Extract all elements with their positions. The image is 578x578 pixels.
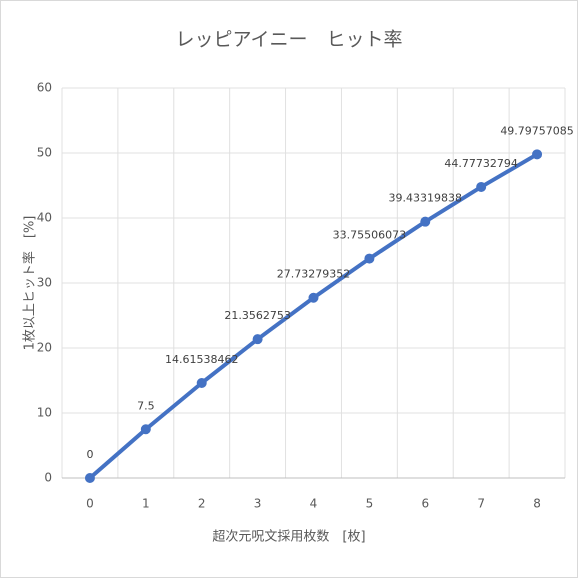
- x-tick-label: 2: [198, 497, 206, 511]
- data-point: [420, 216, 431, 227]
- data-label: 33.75506073: [333, 229, 406, 242]
- data-label: 39.43319838: [389, 192, 462, 205]
- chart-title: レッピアイニー ヒット率: [175, 29, 402, 51]
- data-label: 14.61538462: [165, 353, 238, 366]
- data-label: 44.77732794: [444, 157, 517, 170]
- y-tick-label: 30: [37, 276, 52, 290]
- y-tick-label: 60: [37, 81, 52, 95]
- data-label: 0: [86, 448, 93, 461]
- data-point: [476, 181, 487, 192]
- data-point: [308, 292, 319, 303]
- x-tick-label: 4: [310, 497, 318, 511]
- data-label: 7.5: [137, 399, 155, 412]
- y-tick-label: 40: [37, 211, 52, 225]
- data-point: [196, 378, 207, 388]
- data-point: [532, 149, 543, 160]
- x-tick-label: 3: [254, 497, 262, 511]
- x-tick-label: 0: [86, 497, 94, 511]
- data-point: [84, 473, 95, 483]
- x-tick-label: 7: [477, 497, 485, 511]
- data-point: [140, 424, 151, 435]
- x-axis-title: 超次元呪文採用枚数 [枚]: [212, 529, 365, 545]
- y-tick-label: 20: [37, 341, 52, 355]
- y-tick-label: 50: [37, 146, 52, 160]
- y-tick-label: 0: [44, 471, 52, 485]
- data-label: 27.73279352: [277, 268, 350, 281]
- x-tick-label: 1: [142, 497, 150, 511]
- x-tick-label: 8: [533, 497, 541, 511]
- data-label: 49.79757085: [500, 124, 573, 137]
- data-point: [252, 334, 263, 345]
- x-tick-label: 5: [366, 497, 374, 511]
- data-label: 21.3562753: [224, 309, 290, 322]
- y-axis-title: 1枚以上ヒット率 [%]: [22, 216, 38, 351]
- x-tick-label: 6: [421, 497, 429, 511]
- data-point: [364, 253, 375, 264]
- y-tick-label: 10: [37, 406, 52, 420]
